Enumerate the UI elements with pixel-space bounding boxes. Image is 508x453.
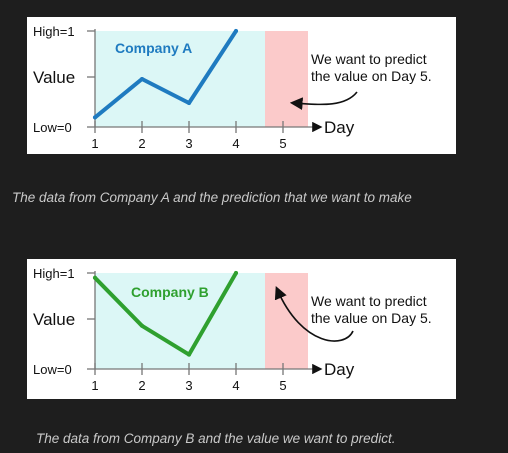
x-tick-label: 1 — [91, 378, 98, 393]
y-label-low: Low=0 — [33, 120, 72, 135]
series-polyline — [93, 29, 238, 120]
data-point — [234, 271, 238, 275]
data-point — [140, 323, 144, 328]
prediction-arrow — [274, 286, 354, 342]
y-label-high: High=1 — [33, 266, 75, 281]
x-axis-label: Day — [324, 118, 355, 137]
prediction-region — [265, 273, 308, 369]
chart-panel-company-b: High=1 Value Low=0 1 2 3 4 5 Day Company B W… — [27, 259, 456, 399]
y-label-high: High=1 — [33, 24, 75, 39]
x-tick-label: 5 — [279, 378, 286, 393]
prediction-arrow — [289, 91, 358, 111]
chart-title: Company B — [131, 284, 209, 300]
observed-region — [95, 31, 265, 127]
series-line — [93, 29, 238, 120]
x-tick-label: 5 — [279, 136, 286, 151]
series-polyline — [93, 271, 238, 357]
chart-b-svg: High=1 Value Low=0 1 2 3 4 5 Day Company B W… — [33, 266, 432, 393]
series-line — [93, 271, 238, 357]
x-tick-label: 4 — [232, 378, 239, 393]
x-tick-label: 4 — [232, 136, 239, 151]
x-tick-label: 2 — [138, 136, 145, 151]
y-label-low: Low=0 — [33, 362, 72, 377]
chart-title: Company A — [115, 40, 192, 56]
data-point — [234, 29, 238, 33]
caption-company-a: The data from Company A and the predicti… — [12, 190, 412, 205]
x-tick-label: 3 — [185, 378, 192, 393]
data-point — [93, 115, 97, 120]
x-axis-label: Day — [324, 360, 355, 379]
data-point — [140, 77, 144, 81]
observed-region — [95, 273, 265, 369]
data-point — [187, 352, 191, 357]
y-label-value: Value — [33, 310, 75, 329]
y-label-value: Value — [33, 68, 75, 87]
prediction-note-line2: the value on Day 5. — [311, 310, 432, 326]
x-ticks: 1 2 3 4 5 — [91, 363, 287, 393]
chart-a-svg: High=1 Value Low=0 1 2 3 4 5 Day Company A W… — [33, 24, 432, 151]
prediction-note-line2: the value on Day 5. — [311, 68, 432, 84]
caption-company-b: The data from Company B and the value we… — [36, 431, 396, 446]
x-tick-label: 2 — [138, 378, 145, 393]
x-tick-label: 1 — [91, 136, 98, 151]
prediction-region — [265, 31, 308, 127]
chart-panel-company-a: High=1 Value Low=0 1 2 3 4 5 Day Company A W… — [27, 17, 456, 154]
prediction-note-line1: We want to predict — [311, 51, 427, 67]
data-point — [187, 101, 191, 105]
prediction-note-line1: We want to predict — [311, 293, 427, 309]
data-point — [93, 275, 97, 280]
x-ticks: 1 2 3 4 5 — [91, 121, 287, 151]
x-tick-label: 3 — [185, 136, 192, 151]
